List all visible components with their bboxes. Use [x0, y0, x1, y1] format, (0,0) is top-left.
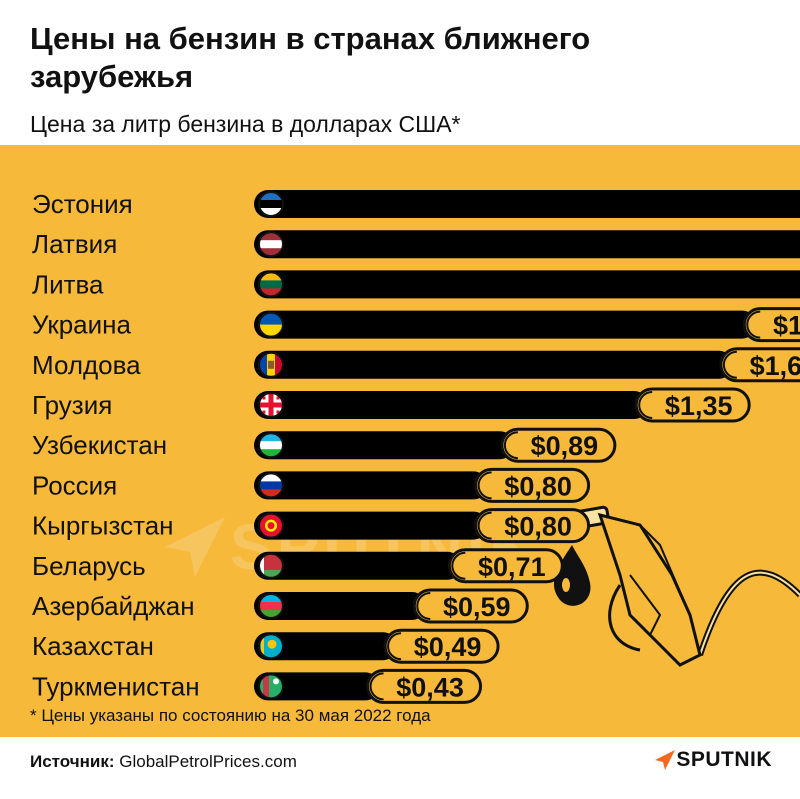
- sputnik-logo: SPUTNIK: [654, 748, 772, 772]
- category-label: Азербайджан: [32, 591, 195, 621]
- category-label: Грузия: [32, 390, 112, 420]
- lithuania-flag: [259, 272, 283, 297]
- source-value: GlobalPetrolPrices.com: [119, 752, 297, 771]
- bar-row: Молдова $1,64: [32, 347, 800, 383]
- value-label: $0,43: [366, 668, 483, 704]
- category-label: Туркменистан: [32, 671, 200, 701]
- value-label: $0,80: [474, 508, 591, 544]
- value-text: $0,71: [478, 552, 546, 582]
- bar-row: Азербайджан $0,59: [32, 588, 529, 624]
- bar-row: Беларусь $0,71: [32, 548, 564, 584]
- value-label: $0,49: [383, 628, 500, 664]
- value-label: $0,89: [500, 427, 617, 463]
- bar: [254, 672, 380, 701]
- value-text: $0,43: [396, 672, 464, 702]
- bar: [254, 190, 800, 218]
- bar-row: Эстония$2,16: [32, 189, 800, 219]
- chart-subtitle: Цена за литр бензина в долларах США*: [30, 111, 461, 137]
- bar-row: Украина $1,72: [32, 307, 800, 343]
- value-text: $1,64: [750, 351, 800, 381]
- value-label: $1,64: [719, 347, 800, 383]
- bar: [254, 431, 514, 460]
- bar: [254, 230, 800, 259]
- bar-row: Литва$2,10: [32, 269, 800, 299]
- value-label: $1,72: [742, 307, 800, 343]
- fuel-nozzle-icon: [553, 505, 800, 667]
- russia-flag: [259, 473, 283, 498]
- bar: [254, 391, 649, 419]
- value-label: $1,35: [634, 387, 751, 423]
- value-label: $0,80: [474, 467, 591, 503]
- bar: [254, 511, 488, 540]
- value-text: $0,49: [414, 632, 482, 662]
- moldova-flag: [259, 352, 283, 377]
- category-label: Украина: [32, 310, 132, 340]
- sputnik-arrow-icon: [165, 517, 225, 577]
- sputnik-logo-icon: [655, 750, 676, 770]
- source-label: Источник:: [30, 752, 115, 771]
- bar: [254, 471, 488, 500]
- belarus-flag: [259, 553, 283, 578]
- bar: [254, 632, 398, 661]
- value-text: $1,35: [665, 391, 733, 421]
- category-label: Узбекистан: [32, 430, 167, 460]
- chart-panel: SPUTNIK Эстония$2,16Латвия$2,12Литва$2,1…: [0, 145, 800, 737]
- kyrgyzstan-flag: [259, 513, 283, 538]
- category-label: Беларусь: [32, 551, 146, 581]
- bar: [254, 310, 757, 339]
- source-line: Источник: GlobalPetrolPrices.com: [30, 752, 297, 772]
- latvia-flag: [259, 232, 283, 257]
- bar: [254, 592, 427, 620]
- value-text: $0,80: [504, 512, 572, 542]
- estonia-flag: [259, 192, 283, 216]
- bar-row: Грузия $1,35: [32, 387, 751, 423]
- azerbaijan-flag: [259, 594, 283, 618]
- bar-row: Казахстан $0,49: [32, 628, 500, 664]
- value-text: $0,80: [504, 471, 572, 501]
- value-text: $0,89: [531, 431, 599, 461]
- value-text: $0,59: [443, 592, 511, 622]
- chart-title: Цены на бензин в странах ближнего зарубе…: [30, 21, 591, 94]
- value-text: $1,72: [773, 311, 800, 341]
- bar-chart: Эстония$2,16 Латвия$2,12 Литва$2,10 Украина…: [32, 189, 800, 704]
- category-label: Кыргызстан: [32, 511, 174, 541]
- category-label: Латвия: [32, 229, 117, 259]
- uzbekistan-flag: [259, 433, 283, 458]
- category-label: Молдова: [32, 350, 141, 380]
- value-label: $0,71: [447, 548, 564, 584]
- category-label: Россия: [32, 470, 117, 500]
- ukraine-flag: [259, 312, 283, 337]
- bar-row: Кыргызстан $0,80: [32, 508, 591, 544]
- bar-row: Латвия$2,12: [32, 229, 800, 259]
- logo-text: SPUTNIK: [676, 748, 772, 771]
- bar: [254, 350, 733, 379]
- category-label: Литва: [32, 269, 104, 299]
- value-label: $0,59: [412, 588, 529, 624]
- footnote: * Цены указаны по состоянию на 30 мая 20…: [30, 706, 431, 725]
- bar-row: Туркменистан $0,43: [32, 668, 483, 704]
- bar: [254, 270, 800, 299]
- bar: [254, 551, 462, 580]
- category-label: Эстония: [32, 189, 133, 219]
- bar-row: Узбекистан $0,89: [32, 427, 617, 463]
- bar-row: Россия $0,80: [32, 467, 591, 503]
- category-label: Казахстан: [32, 631, 154, 661]
